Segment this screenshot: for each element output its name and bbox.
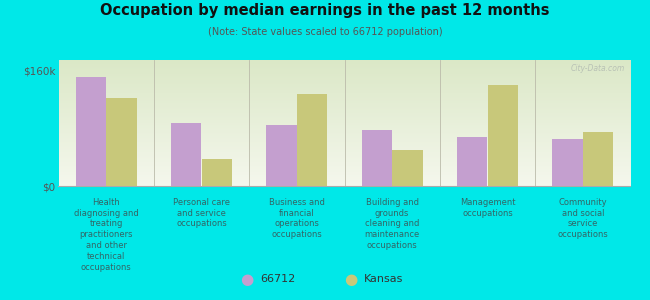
Bar — [106, 98, 136, 186]
Bar — [583, 132, 614, 186]
Text: Building and
grounds
cleaning and
maintenance
occupations: Building and grounds cleaning and mainte… — [365, 198, 420, 250]
Bar — [488, 85, 518, 186]
Text: City-Data.com: City-Data.com — [571, 64, 625, 73]
Text: Community
and social
service
occupations: Community and social service occupations — [558, 198, 608, 239]
Bar — [171, 123, 202, 186]
Text: ●: ● — [240, 272, 254, 286]
Bar — [297, 94, 328, 186]
Bar — [297, 94, 328, 186]
Text: Personal care
and service
occupations: Personal care and service occupations — [173, 198, 230, 229]
Text: ●: ● — [344, 272, 358, 286]
Bar — [392, 150, 422, 186]
Text: Business and
financial
operations
occupations: Business and financial operations occupa… — [269, 198, 325, 239]
Bar — [457, 137, 488, 186]
Bar — [583, 132, 614, 186]
Bar — [202, 159, 232, 186]
Text: Kansas: Kansas — [364, 274, 404, 284]
Bar — [392, 150, 422, 186]
Text: 66712: 66712 — [260, 274, 295, 284]
Text: Management
occupations: Management occupations — [460, 198, 515, 218]
Bar — [75, 76, 106, 186]
Bar — [361, 130, 392, 186]
Bar — [266, 125, 297, 186]
Bar — [552, 139, 583, 186]
Bar — [457, 137, 488, 186]
Bar — [171, 123, 202, 186]
Bar — [552, 139, 583, 186]
Bar — [266, 125, 297, 186]
Text: Occupation by median earnings in the past 12 months: Occupation by median earnings in the pas… — [100, 3, 550, 18]
Bar — [75, 76, 106, 186]
Bar — [488, 85, 518, 186]
Bar — [106, 98, 136, 186]
Bar — [361, 130, 392, 186]
Text: Health
diagnosing and
treating
practitioners
and other
technical
occupations: Health diagnosing and treating practitio… — [74, 198, 138, 272]
Text: (Note: State values scaled to 66712 population): (Note: State values scaled to 66712 popu… — [208, 27, 442, 37]
Bar — [202, 159, 232, 186]
